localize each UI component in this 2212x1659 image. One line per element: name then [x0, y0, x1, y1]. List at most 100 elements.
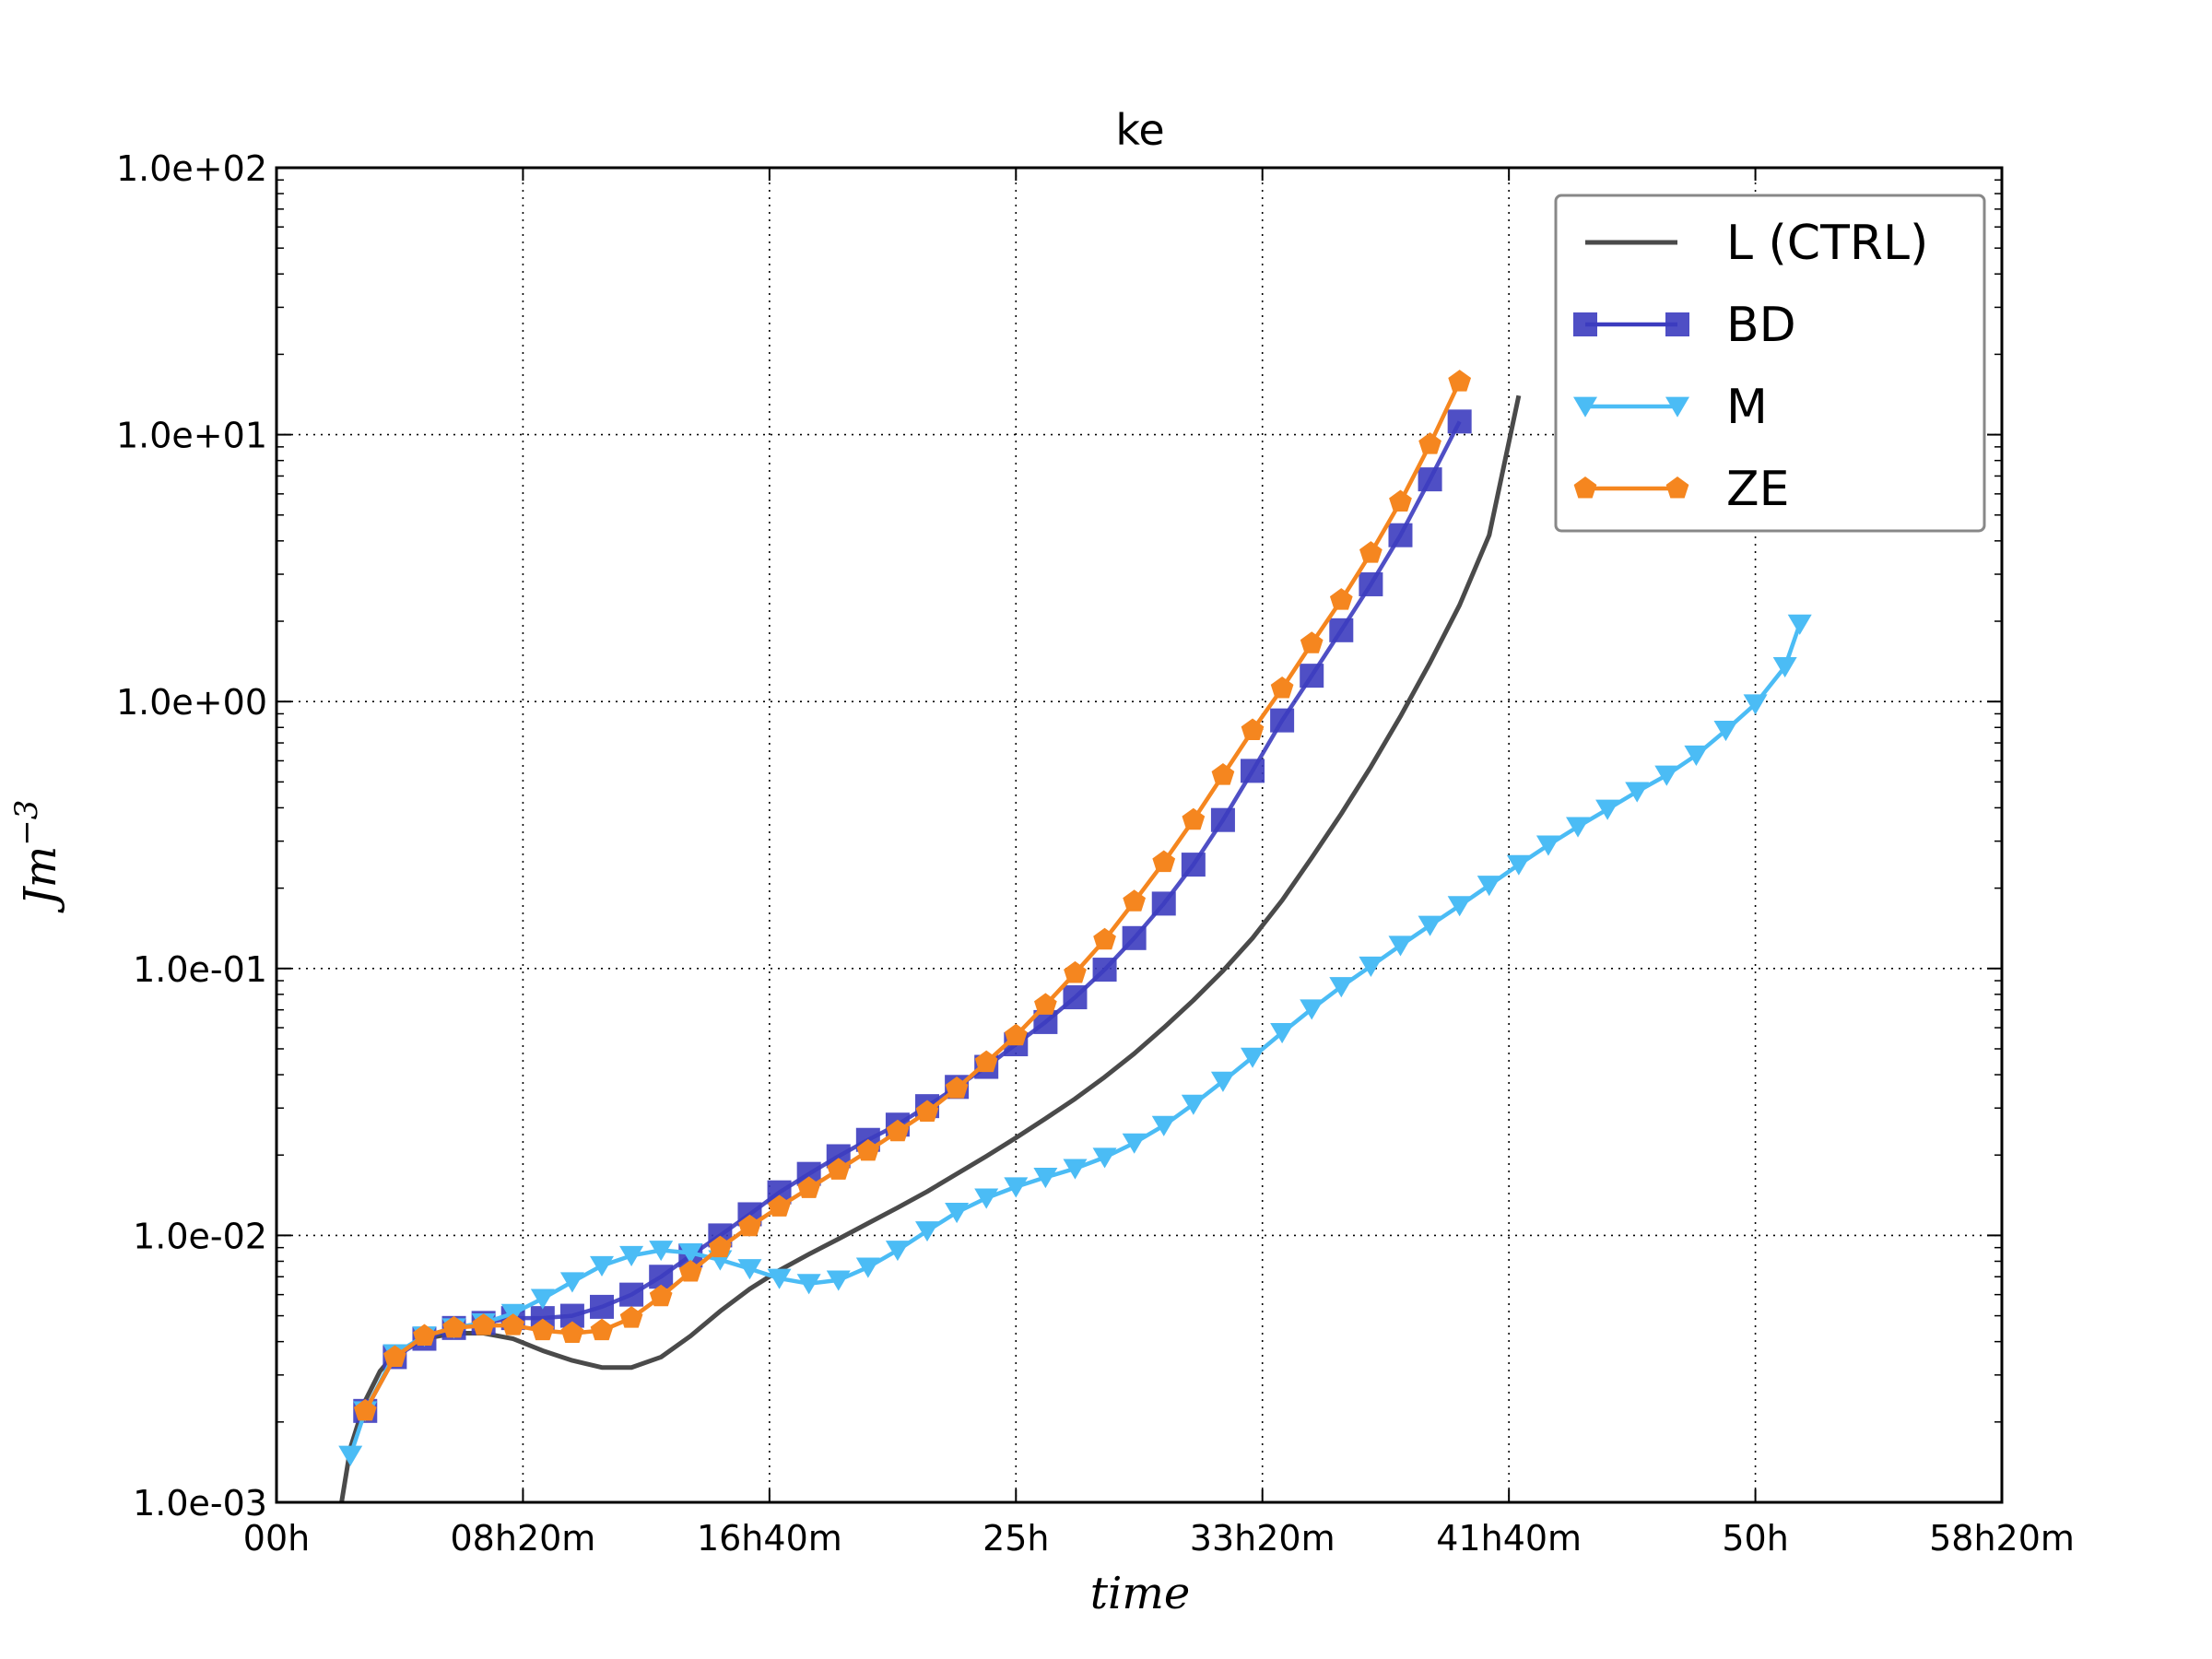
data-point — [1329, 977, 1354, 998]
data-point — [1447, 409, 1472, 434]
y-tick-label: 1.0e+00 — [116, 682, 267, 723]
y-tick-label: 1.0e+01 — [116, 416, 267, 456]
data-point — [1329, 588, 1353, 610]
data-point — [1359, 956, 1383, 978]
data-point — [619, 1282, 644, 1307]
data-point — [1684, 745, 1709, 767]
legend-label: L (CTRL) — [1726, 216, 1928, 271]
legend-entry: ZE — [1573, 462, 1789, 517]
data-point — [737, 1259, 762, 1280]
data-point — [1743, 694, 1768, 715]
data-point — [915, 1221, 940, 1242]
data-point — [559, 1272, 584, 1293]
x-tick-label: 41h40m — [1436, 1518, 1582, 1559]
data-point — [649, 1241, 674, 1262]
data-point — [619, 1306, 643, 1328]
data-point — [1064, 960, 1087, 983]
legend-marker — [1573, 312, 1597, 336]
data-point — [1535, 835, 1560, 856]
data-point — [796, 1274, 821, 1295]
data-point — [1270, 1023, 1295, 1044]
data-point — [1359, 571, 1383, 596]
legend-label: ZE — [1726, 462, 1789, 517]
data-point — [530, 1288, 555, 1310]
legend-entry: BD — [1573, 298, 1796, 353]
data-point — [827, 1158, 851, 1180]
data-point — [649, 1284, 673, 1307]
data-point — [974, 1050, 998, 1073]
x-tick-label: 58h20m — [1929, 1518, 2075, 1559]
data-point — [1389, 489, 1412, 512]
data-point — [442, 1315, 465, 1338]
data-point — [709, 1235, 732, 1258]
data-point — [1418, 467, 1442, 492]
data-point — [1181, 853, 1206, 877]
x-tick-label: 08h20m — [451, 1518, 596, 1559]
series-m — [338, 614, 1812, 1466]
data-point — [1300, 999, 1324, 1020]
data-point — [1241, 759, 1265, 783]
data-point — [1241, 718, 1265, 740]
data-point — [1181, 1094, 1206, 1115]
data-point — [1566, 817, 1591, 838]
data-point — [1418, 432, 1441, 454]
data-point — [472, 1313, 496, 1335]
x-tick-label: 16h40m — [697, 1518, 842, 1559]
data-point — [797, 1176, 821, 1198]
x-tick-label: 33h20m — [1190, 1518, 1335, 1559]
data-point — [1152, 850, 1176, 873]
data-point — [1447, 896, 1472, 917]
data-point — [1270, 708, 1295, 733]
plot-series — [338, 370, 1812, 1503]
legend-label: BD — [1726, 298, 1796, 353]
data-point — [1063, 985, 1088, 1010]
data-point — [1270, 676, 1294, 699]
y-tick-label: 1.0e-03 — [133, 1483, 267, 1524]
plot-frame — [275, 166, 2004, 1504]
data-point — [1123, 889, 1147, 912]
data-point — [590, 1294, 615, 1319]
data-point — [1093, 927, 1116, 950]
series-ze — [353, 370, 1472, 1421]
data-point — [1418, 915, 1442, 936]
data-point — [1211, 763, 1235, 785]
data-point — [1182, 807, 1206, 830]
data-point — [886, 1119, 910, 1142]
y-axis-label-base: Jm — [15, 846, 66, 914]
data-point — [1122, 925, 1147, 950]
data-point — [974, 1188, 999, 1209]
data-point — [678, 1259, 702, 1282]
data-point — [501, 1313, 525, 1335]
data-point — [1329, 618, 1354, 642]
y-axis-label-group: Jm−3 — [8, 800, 66, 914]
data-point — [1359, 541, 1382, 563]
x-tick-label: 50h — [1722, 1518, 1788, 1559]
legend-marker — [1665, 312, 1689, 336]
y-tick-label: 1.0e-01 — [133, 949, 267, 990]
data-point — [531, 1318, 555, 1341]
legend-marker — [1665, 396, 1689, 418]
data-point — [1388, 523, 1413, 547]
chart-title: ke — [1115, 105, 1164, 155]
data-point — [1388, 935, 1413, 957]
data-point — [1004, 1177, 1029, 1198]
y-axis-label-exponent: −3 — [8, 800, 45, 846]
data-point — [1063, 1159, 1088, 1180]
data-point — [1477, 876, 1501, 897]
data-point — [1241, 1047, 1265, 1068]
data-point — [1092, 958, 1117, 982]
data-point — [1300, 664, 1324, 688]
data-point — [768, 1194, 791, 1217]
y-tick-label: 1.0e-02 — [133, 1216, 267, 1256]
data-point — [1151, 891, 1176, 916]
data-point — [1787, 614, 1812, 635]
data-point — [1122, 1133, 1147, 1154]
data-point — [1625, 782, 1650, 803]
data-point — [738, 1214, 761, 1237]
data-point — [856, 1138, 880, 1161]
data-point — [1654, 765, 1679, 786]
data-point — [413, 1324, 436, 1347]
data-point — [383, 1345, 406, 1367]
data-point — [590, 1318, 614, 1341]
